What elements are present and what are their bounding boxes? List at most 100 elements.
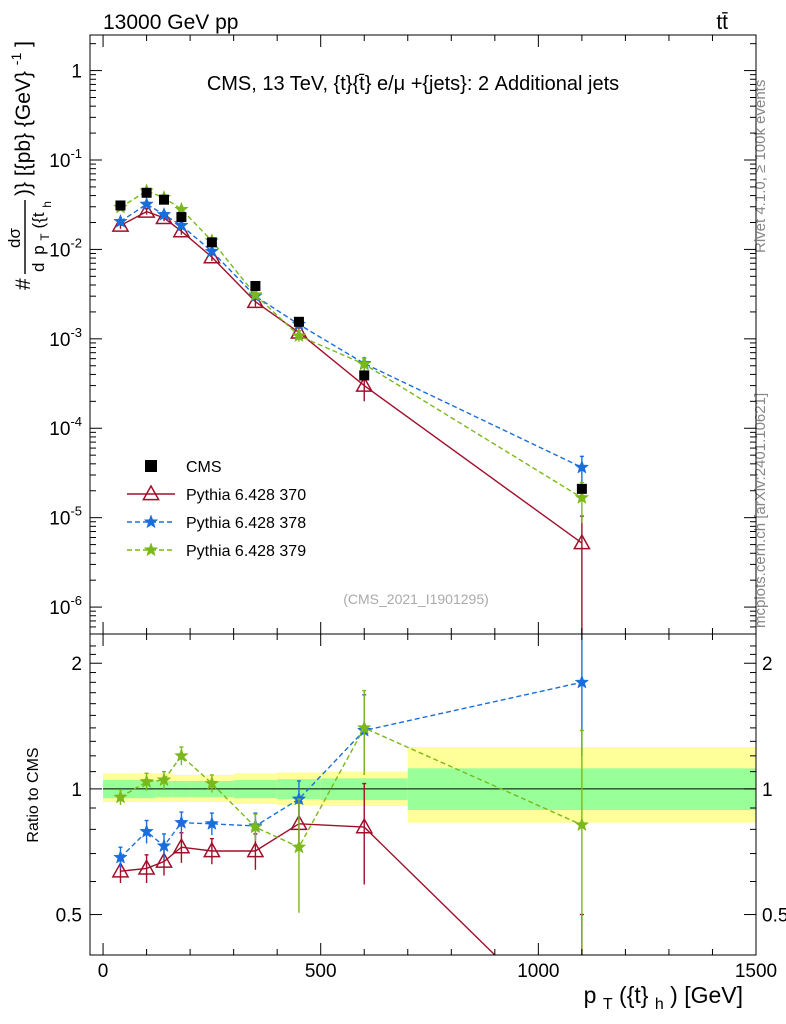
ratio-series-2 <box>113 689 590 955</box>
ratio-y-tick-label-right: 1 <box>762 780 773 801</box>
ratio-panel-marks <box>111 634 590 955</box>
cms-point <box>176 212 187 223</box>
ylabel-numerator: dσ <box>5 228 24 248</box>
svg-text:p T ({t} h: p T ({t} h ) [GeV] <box>584 982 743 1014</box>
xlabel: p T ({t} h ) [GeV] <box>584 982 743 1014</box>
x-tick-label: 1500 <box>735 961 777 982</box>
xlabel-end: ) [GeV] <box>670 982 743 1008</box>
series-marker <box>155 208 173 225</box>
main-panel-marks <box>111 183 591 634</box>
ratio-marker <box>356 720 372 735</box>
ratio-line <box>120 726 583 849</box>
series-marker <box>137 202 156 218</box>
cms-data <box>115 187 587 494</box>
ratio-marker <box>203 841 221 858</box>
ratio-y-tick-label: 2 <box>71 654 82 675</box>
ratio-marker <box>172 837 191 854</box>
ylabel-den-T: T <box>38 233 52 241</box>
series-marker <box>174 217 189 232</box>
y-tick-label: 10-2 <box>49 235 82 261</box>
y-tick-label: 10-6 <box>49 593 82 619</box>
ratio-marker <box>156 772 172 787</box>
xlabel-arg: ({t} <box>619 982 649 1008</box>
ratio-y-tick-label: 0.5 <box>56 906 82 927</box>
legend-label: Pythia 6.428 370 <box>186 487 306 504</box>
svg-text:d p T ({t: d p T ({t h <box>29 201 54 272</box>
y-tick-label: 10-4 <box>49 414 82 440</box>
ratio-marker <box>174 748 189 763</box>
y-tick-label: 10-3 <box>49 325 82 351</box>
x-tick-label: 0 <box>98 961 109 982</box>
series-marker <box>248 287 263 302</box>
legend-cms-label: CMS <box>186 459 222 476</box>
ylabel-units: )} [{pb} {GeV} <box>12 71 35 196</box>
y-tick-label: 10-5 <box>49 504 82 530</box>
series-marker <box>113 213 128 228</box>
ratio-marker <box>355 817 374 834</box>
main-series-1 <box>113 196 590 483</box>
x-tick-label: 1000 <box>517 961 559 982</box>
series-marker <box>156 206 172 221</box>
ratio-marker <box>137 858 156 875</box>
cms-point <box>115 200 126 211</box>
ylabel-den-h: h <box>40 201 54 208</box>
ratio-marker <box>204 816 220 830</box>
ratio-marker <box>204 775 220 790</box>
y-tick-label: 10-1 <box>49 146 82 172</box>
ratio-marker <box>113 849 128 864</box>
legend-marker <box>143 514 159 529</box>
ratio-marker <box>291 839 307 854</box>
series-marker <box>355 376 374 392</box>
header-process: tt̄ <box>716 11 728 34</box>
cms-point <box>359 370 370 381</box>
ratio-marker <box>155 851 173 868</box>
legend-label: Pythia 6.428 379 <box>186 543 306 560</box>
analysis-tag: (CMS_2021_I1901295) <box>343 591 489 607</box>
header-energy: 13000 GeV pp <box>103 11 238 34</box>
ratio-marker <box>111 861 130 878</box>
legend-cms-marker <box>145 460 157 472</box>
ratio-marker <box>248 819 263 834</box>
axes: 0 500 1000 1500 1 10-1 10-2 10-3 10-4 10-5 10-6 2 2 1… <box>49 34 786 982</box>
legend-marker <box>142 484 160 501</box>
cms-point <box>159 194 169 205</box>
series-marker <box>574 490 590 504</box>
data-marks <box>111 183 591 955</box>
main-ylabel: # dσ d p T ({t h )} [{pb} {GeV} -1 ] <box>3 41 54 290</box>
series-marker <box>204 243 220 258</box>
cms-point <box>141 187 152 198</box>
main-series-0 <box>111 202 591 634</box>
ratio-marker <box>174 814 189 829</box>
ratio-marker <box>574 674 590 689</box>
ylabel-end: ] <box>12 41 35 47</box>
ratio-ylabel: Ratio to CMS <box>25 747 42 842</box>
series-marker <box>573 533 591 550</box>
ratio-y-tick-label-right: 2 <box>762 654 773 675</box>
cms-point <box>206 237 217 248</box>
ratio-marker <box>574 817 590 832</box>
xlabel-p: p <box>584 982 597 1008</box>
ylabel-den-arg: ({t <box>29 212 48 228</box>
svg-text:#: # <box>12 278 35 290</box>
series-marker <box>356 356 372 371</box>
ratio-marker <box>113 789 128 804</box>
series-marker <box>291 328 307 343</box>
ylabel-exp: -1 <box>8 53 24 66</box>
series-marker <box>111 215 130 232</box>
ratio-marker <box>139 823 154 838</box>
cms-point <box>293 316 304 327</box>
legend-marker <box>143 542 159 557</box>
cms-point <box>576 483 587 494</box>
series-marker <box>574 459 590 474</box>
series-marker <box>139 196 154 211</box>
ylabel-den-p: p <box>29 245 48 254</box>
ratio-y-tick-label: 1 <box>71 780 82 801</box>
svg-text:)} [{pb} {GeV} -1: )} [{pb} {GeV} -1 ] <box>3 41 35 196</box>
ratio-line <box>120 681 583 858</box>
plot-title: CMS, 13 TeV, {t}{t̄} e/μ +{jets}: 2 Addi… <box>207 73 619 95</box>
xlabel-T: T <box>603 996 613 1013</box>
legend: CMS Pythia 6.428 370 Pythia 6.428 378 Pythi… <box>127 459 306 560</box>
ylabel-den-d: d <box>29 263 48 272</box>
x-tick-label: 500 <box>305 961 337 982</box>
